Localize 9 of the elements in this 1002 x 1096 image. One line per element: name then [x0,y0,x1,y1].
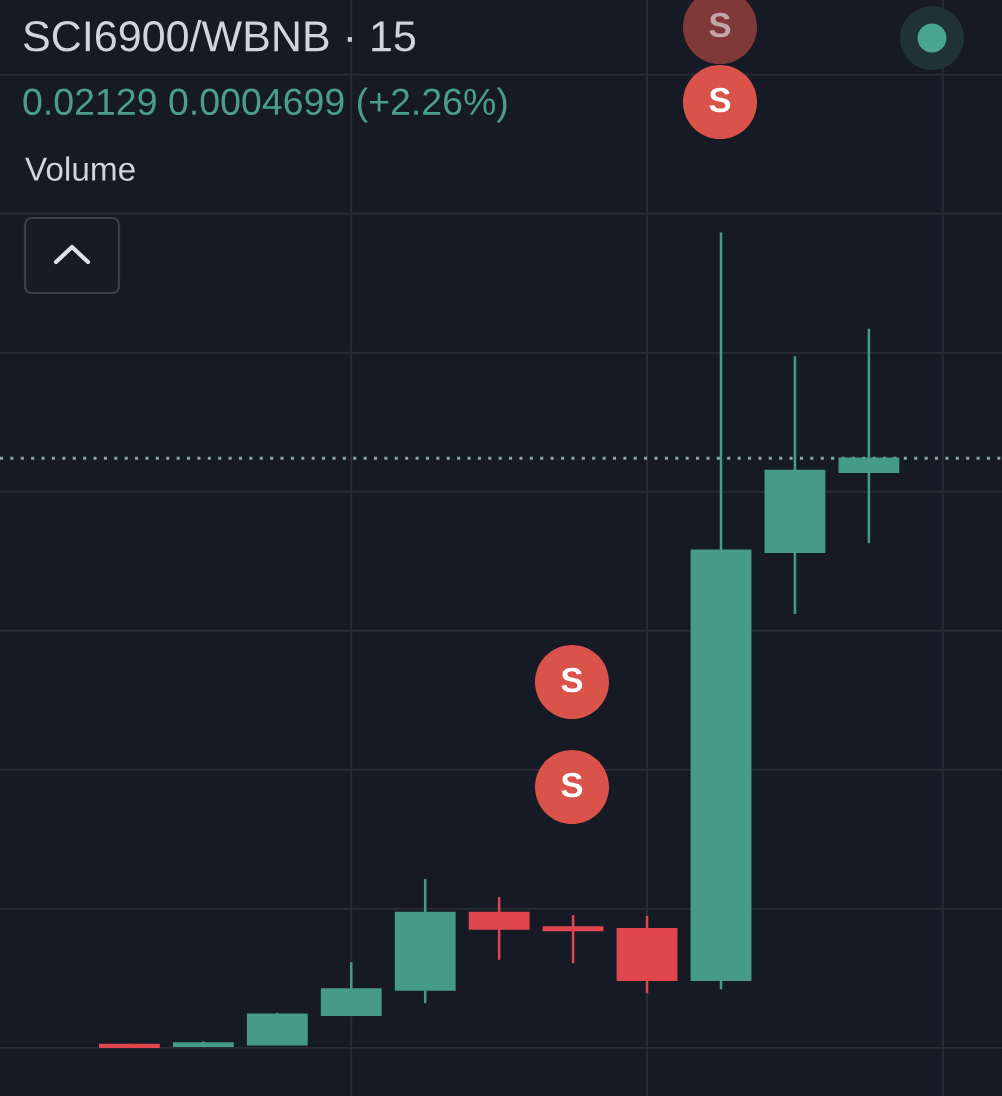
text: S [709,12,731,38]
text: S [709,87,731,113]
annotation: S [561,772,583,798]
text: Volume [25,156,135,181]
chart-title: SCI6900/WBNB · 15 [23,19,416,52]
candlestick [542,913,604,965]
candlestick [838,327,900,545]
chart-subtitle: 0.02129 0.0004699 (+2.26%) [23,87,507,123]
annotation: S [561,667,583,693]
